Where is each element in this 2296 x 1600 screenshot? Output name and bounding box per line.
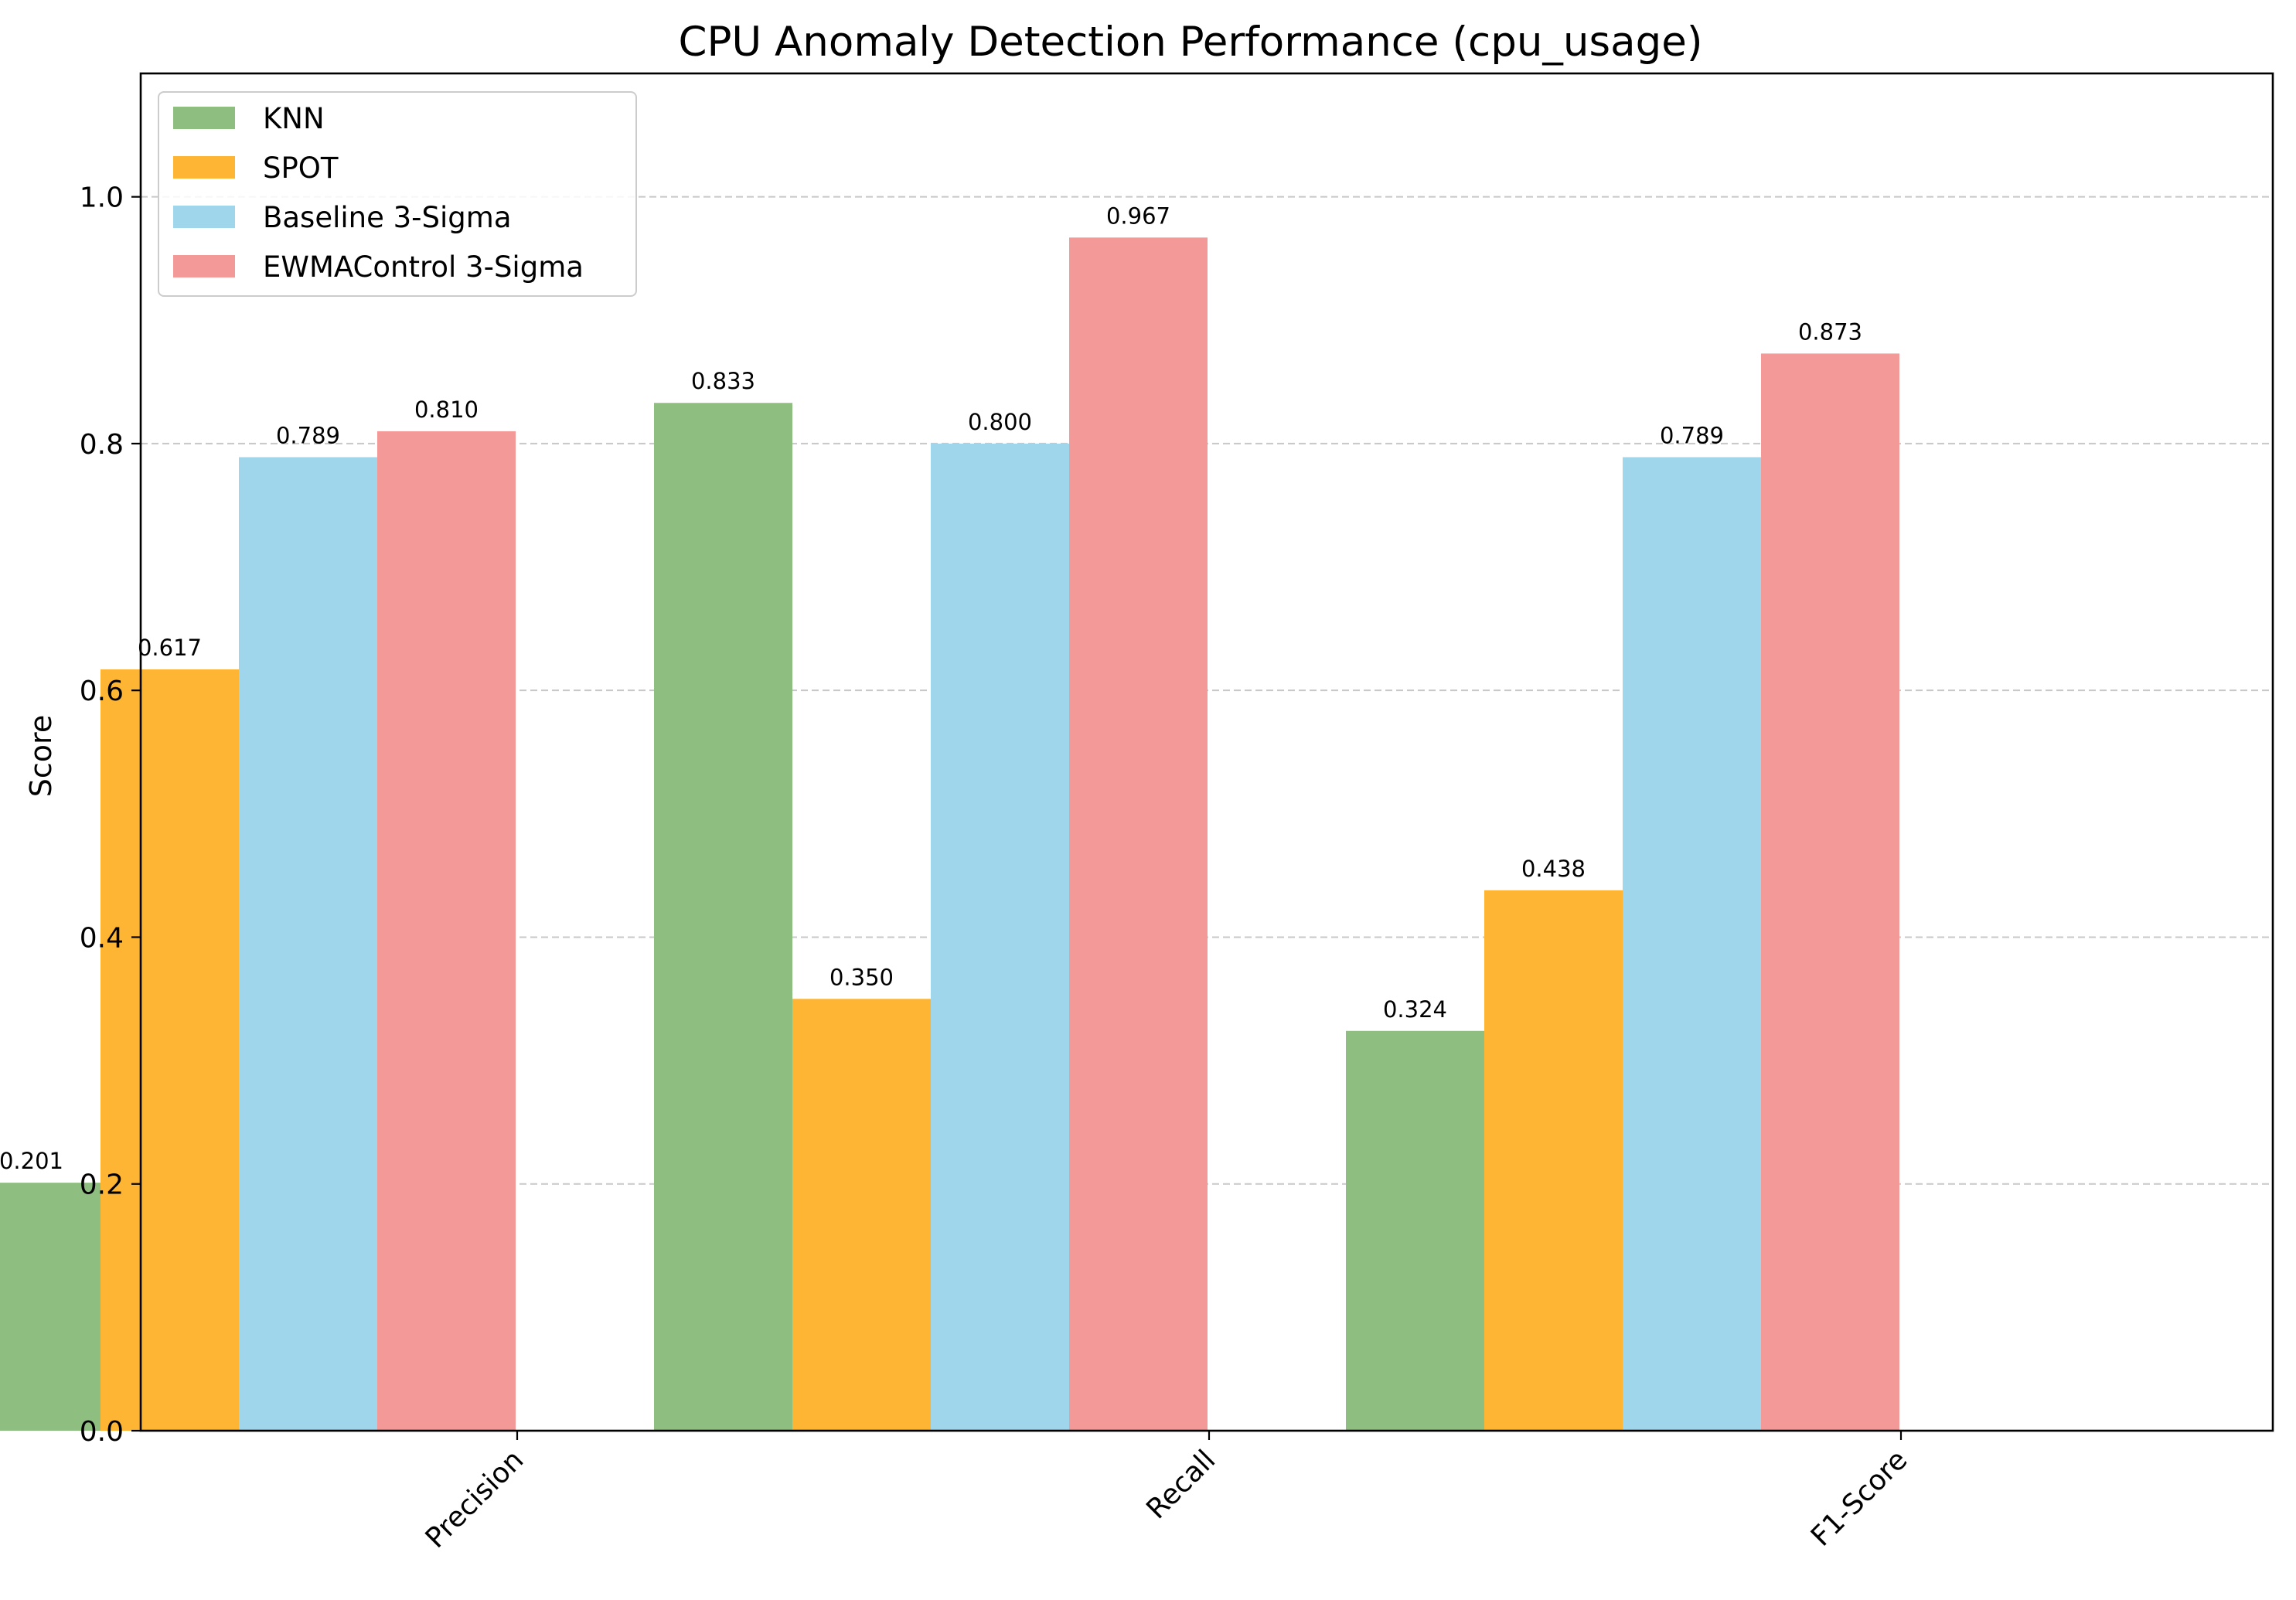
bar-value-label: 0.789 <box>1660 422 1724 448</box>
bar <box>1761 353 1899 1431</box>
bar <box>0 1183 100 1431</box>
x-axis: Precision Recall F1-Score <box>420 1431 1913 1554</box>
chart-title: CPU Anomaly Detection Performance (cpu_u… <box>678 19 1702 66</box>
legend: KNN SPOT Baseline 3-Sigma EWMAControl 3-Sig… <box>158 91 637 297</box>
bar-value-label: 0.873 <box>1798 318 1862 345</box>
legend-swatch <box>173 206 235 228</box>
legend-box <box>158 91 637 297</box>
bars <box>0 237 1899 1431</box>
bar-value-label: 0.967 <box>1106 203 1170 229</box>
y-axis: 0.0 0.2 0.4 0.6 0.8 1.0 <box>80 182 141 1448</box>
legend-label: Baseline 3-Sigma <box>263 201 512 234</box>
bar-value-label: 0.800 <box>968 409 1032 435</box>
legend-swatch <box>173 255 235 277</box>
y-axis-label: Score <box>24 715 58 797</box>
bar <box>931 443 1069 1431</box>
bar <box>1069 237 1208 1431</box>
bar-value-label: 0.833 <box>691 368 755 394</box>
data-labels: 0.201 0.833 0.324 0.617 0.350 0.438 0.789 0.800… <box>0 203 1862 1174</box>
bar <box>239 457 377 1431</box>
bar <box>1623 457 1761 1431</box>
y-tick-label: 0.8 <box>80 429 124 461</box>
x-tick-label: Recall <box>1140 1444 1221 1525</box>
y-tick-label: 0.0 <box>80 1416 124 1448</box>
legend-swatch <box>173 107 235 129</box>
legend-label: EWMAControl 3-Sigma <box>263 250 584 284</box>
legend-label: SPOT <box>263 151 339 185</box>
bar-value-label: 0.789 <box>276 422 340 448</box>
bar-value-label: 0.810 <box>414 397 479 423</box>
bar <box>654 403 792 1431</box>
y-tick-label: 0.2 <box>80 1169 124 1201</box>
bar-value-label: 0.617 <box>138 635 202 661</box>
bar <box>1346 1030 1484 1431</box>
bar <box>100 669 239 1431</box>
bar <box>792 999 931 1431</box>
bar-value-label: 0.324 <box>1383 996 1447 1023</box>
legend-label: KNN <box>263 102 325 135</box>
x-tick-label: Precision <box>420 1444 530 1554</box>
bar <box>377 431 516 1431</box>
plot-frame <box>139 72 2274 1432</box>
bar-value-label: 0.201 <box>0 1148 63 1174</box>
y-tick-label: 0.4 <box>80 922 124 954</box>
bar-value-label: 0.350 <box>829 964 894 990</box>
bar-value-label: 0.438 <box>1521 856 1586 882</box>
legend-swatch <box>173 156 235 179</box>
y-tick-label: 0.6 <box>80 676 124 707</box>
x-tick-label: F1-Score <box>1805 1444 1913 1552</box>
bar <box>1484 890 1623 1431</box>
y-tick-label: 1.0 <box>80 182 124 214</box>
